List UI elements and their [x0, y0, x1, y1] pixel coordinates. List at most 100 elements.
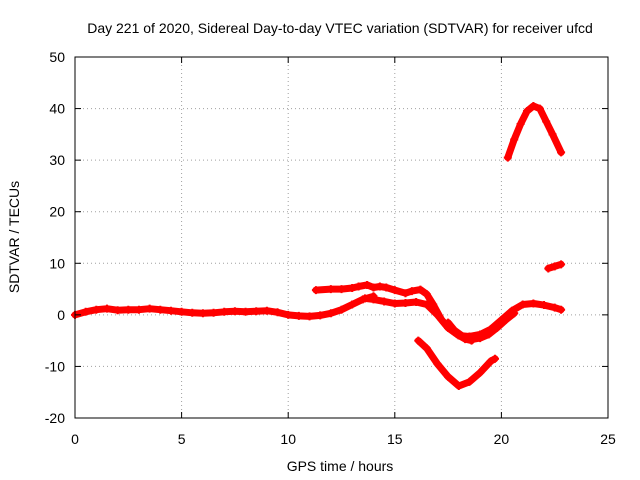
data-point [459, 332, 468, 341]
data-point [486, 357, 495, 366]
y-axis-label: SDTVAR / TECUs [6, 181, 22, 293]
data-point [476, 368, 485, 377]
data-point [188, 308, 197, 317]
data-point [354, 282, 363, 291]
data-point [550, 303, 559, 312]
data-point [535, 104, 544, 113]
data-point [450, 326, 459, 335]
y-tick-label: -20 [45, 410, 65, 426]
data-point [544, 264, 553, 273]
data-point [542, 117, 551, 126]
x-tick-label: 25 [600, 431, 616, 447]
data-point [284, 310, 293, 319]
data-point [422, 290, 431, 299]
data-point [416, 285, 425, 294]
data-point [102, 304, 111, 313]
data-point [522, 107, 531, 116]
data-point [382, 283, 391, 292]
grid [75, 57, 608, 418]
data-point [316, 311, 325, 320]
x-tick-label: 15 [387, 431, 403, 447]
data-point [273, 308, 282, 317]
chart-title: Day 221 of 2020, Sidereal Day-to-day VTE… [87, 20, 593, 36]
data-point [198, 309, 207, 318]
data-point [557, 260, 566, 269]
data-point [166, 306, 175, 315]
data-point [305, 312, 314, 321]
x-tick-label: 20 [494, 431, 510, 447]
data-point [493, 323, 502, 332]
data-point [360, 294, 369, 303]
data-point [412, 297, 421, 306]
data-point [326, 285, 335, 294]
data-point [454, 382, 463, 391]
data-point [465, 377, 474, 386]
data-point [262, 306, 271, 315]
y-tick-label: 10 [49, 255, 65, 271]
data-point [491, 354, 500, 363]
data-point [510, 135, 519, 144]
data-point [529, 101, 538, 110]
data-point [476, 334, 485, 343]
data-point [348, 300, 357, 309]
x-tick-label: 0 [71, 431, 79, 447]
data-point [230, 307, 239, 316]
data-point [81, 307, 90, 316]
data-point [422, 344, 431, 353]
data-point [220, 307, 229, 316]
y-tick-label: -10 [45, 358, 65, 374]
data-point [401, 289, 410, 298]
data-point [467, 335, 476, 344]
data-point [390, 299, 399, 308]
ticks: 0 5 10 15 20 25 -20 -10 0 10 20 30 40 50 [45, 49, 616, 447]
y-tick-label: 0 [57, 307, 65, 323]
y-tick-label: 30 [49, 152, 65, 168]
data-point [337, 285, 346, 294]
data-point [177, 307, 186, 316]
data-point [444, 318, 453, 327]
data-point [369, 283, 378, 292]
data-point [484, 330, 493, 339]
data-point [348, 284, 357, 293]
data-point [548, 130, 557, 139]
x-tick-label: 10 [280, 431, 296, 447]
data-point [145, 304, 154, 313]
data-point [501, 316, 510, 325]
data-point [550, 262, 559, 271]
data-point [363, 280, 372, 289]
y-tick-label: 50 [49, 49, 65, 65]
data-point [407, 287, 416, 296]
data-point [422, 300, 431, 309]
data-point [124, 305, 133, 314]
plot-frame [74, 56, 609, 419]
data-point [326, 309, 335, 318]
data-point [529, 299, 538, 308]
data-point [241, 307, 250, 316]
x-axis-label: GPS time / hours [287, 458, 394, 474]
data-point [380, 297, 389, 306]
data-point [390, 286, 399, 295]
data-point [518, 300, 527, 309]
data-point [414, 336, 423, 345]
data-point [444, 372, 453, 381]
data-point [433, 359, 442, 368]
data-point [433, 310, 442, 319]
data-point [311, 286, 320, 295]
data-point [369, 295, 378, 304]
y-tick-label: 20 [49, 204, 65, 220]
data-point [134, 305, 143, 314]
data-point [294, 311, 303, 320]
data-point [156, 305, 165, 314]
data-point [557, 148, 566, 157]
data-point [337, 305, 346, 314]
data-point [375, 282, 384, 291]
series-group [71, 101, 566, 391]
data-point [557, 305, 566, 314]
data-point [252, 307, 261, 316]
data-point [92, 305, 101, 314]
data-point [510, 309, 519, 318]
data-point [540, 301, 549, 310]
data-point [209, 308, 218, 317]
